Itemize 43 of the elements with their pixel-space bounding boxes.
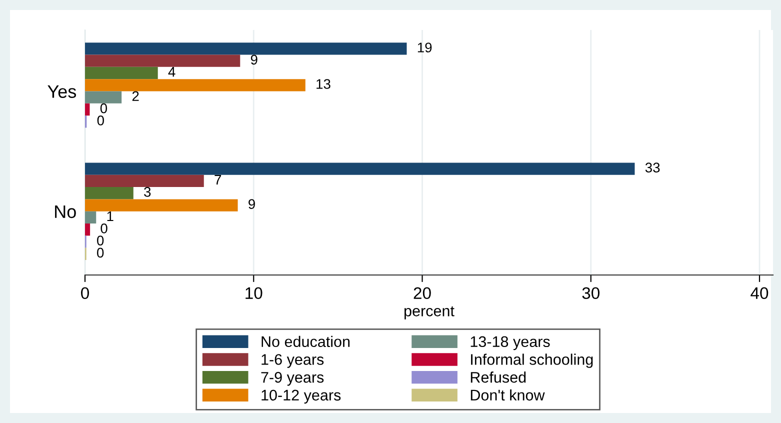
bar [85,66,158,80]
data-label: 33 [645,162,660,173]
bar [85,79,306,92]
x-tick-label: 10 [246,287,262,300]
bar [85,91,122,104]
legend-label: Refused [470,372,526,383]
bar [85,211,96,224]
legend-label: 13-18 years [470,336,550,350]
legend-label: 1-6 years [262,354,324,368]
data-label: 4 [168,67,176,77]
bar [85,162,635,175]
legend-label: Informal schooling [471,354,593,368]
data-label: 0 [100,223,108,234]
x-tick-label: 0 [81,287,89,300]
legend-label: 7-9 years [261,372,324,386]
x-tick-label: 30 [582,287,600,300]
x-axis-title: percent [404,306,454,320]
bar [85,224,90,236]
x-tick-label: 40 [750,287,768,300]
data-label: 9 [248,199,255,209]
legend-label: 10-12 years [262,390,341,404]
x-tick-label: 20 [414,287,431,300]
bar [85,187,134,200]
y-tick-label: Yes [48,85,76,98]
bar [85,42,407,55]
data-label: 2 [132,91,139,101]
data-label: 19 [418,42,432,52]
data-label: 1 [107,211,114,222]
y-tick-label: No [55,205,76,218]
data-label: 0 [100,103,108,114]
legend-label: No education [262,336,350,348]
data-label: 3 [144,187,151,197]
data-label: 7 [214,174,222,185]
data-label: 0 [97,236,104,246]
legend-label: Don't know [470,389,545,401]
data-label: 13 [316,79,330,89]
data-label: 0 [97,116,104,126]
data-label: 0 [97,248,104,258]
bar [85,54,240,67]
bar [85,199,238,212]
bar [85,103,90,116]
data-label: 9 [250,54,258,65]
bar [85,174,204,188]
